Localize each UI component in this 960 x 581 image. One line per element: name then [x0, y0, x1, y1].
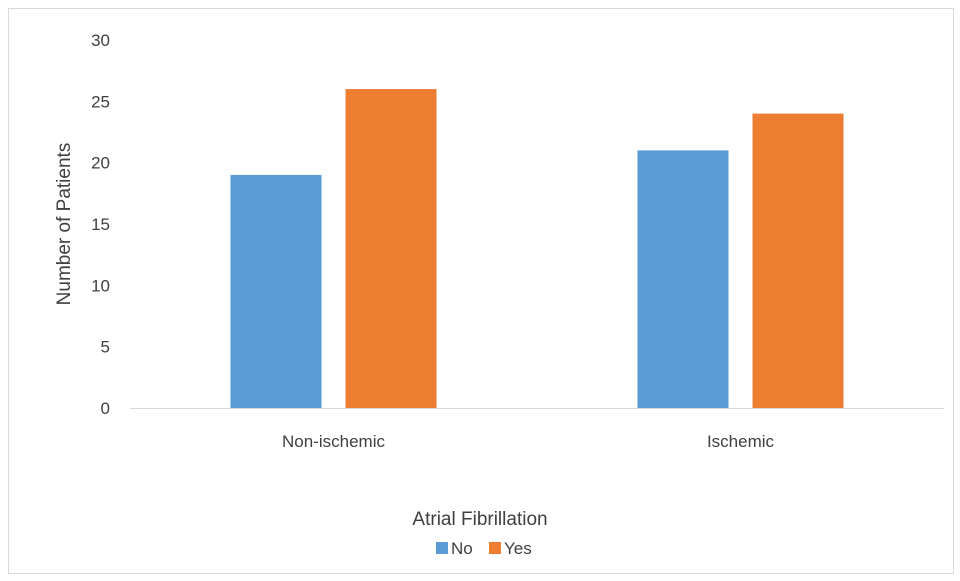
- y-tick-label: 5: [101, 338, 110, 357]
- legend-label-yes: Yes: [504, 539, 532, 558]
- y-axis-ticks: 0 5 10 15 20 25 30: [91, 31, 110, 418]
- x-axis-ticks: Non-ischemic Ischemic: [282, 432, 775, 451]
- legend: No Yes: [436, 539, 532, 558]
- legend-label-no: No: [451, 539, 473, 558]
- y-tick-label: 25: [91, 92, 110, 111]
- y-axis-title: Number of Patients: [54, 143, 75, 306]
- x-tick-label: Ischemic: [707, 432, 775, 451]
- x-tick-label: Non-ischemic: [282, 432, 385, 451]
- y-tick-label: 20: [91, 154, 110, 173]
- bar-yes-non-ischemic: [345, 89, 437, 409]
- bar-no-non-ischemic: [230, 174, 322, 408]
- legend-swatch-no: [436, 542, 448, 554]
- bar-no-ischemic: [637, 150, 729, 408]
- y-tick-label: 30: [91, 31, 110, 50]
- bars-group: [230, 89, 844, 409]
- legend-swatch-yes: [489, 542, 501, 554]
- y-tick-label: 0: [101, 399, 110, 418]
- bar-yes-ischemic: [752, 113, 844, 408]
- y-tick-label: 10: [91, 276, 110, 295]
- legend-title: Atrial Fibrillation: [412, 509, 547, 530]
- y-tick-label: 15: [91, 215, 110, 234]
